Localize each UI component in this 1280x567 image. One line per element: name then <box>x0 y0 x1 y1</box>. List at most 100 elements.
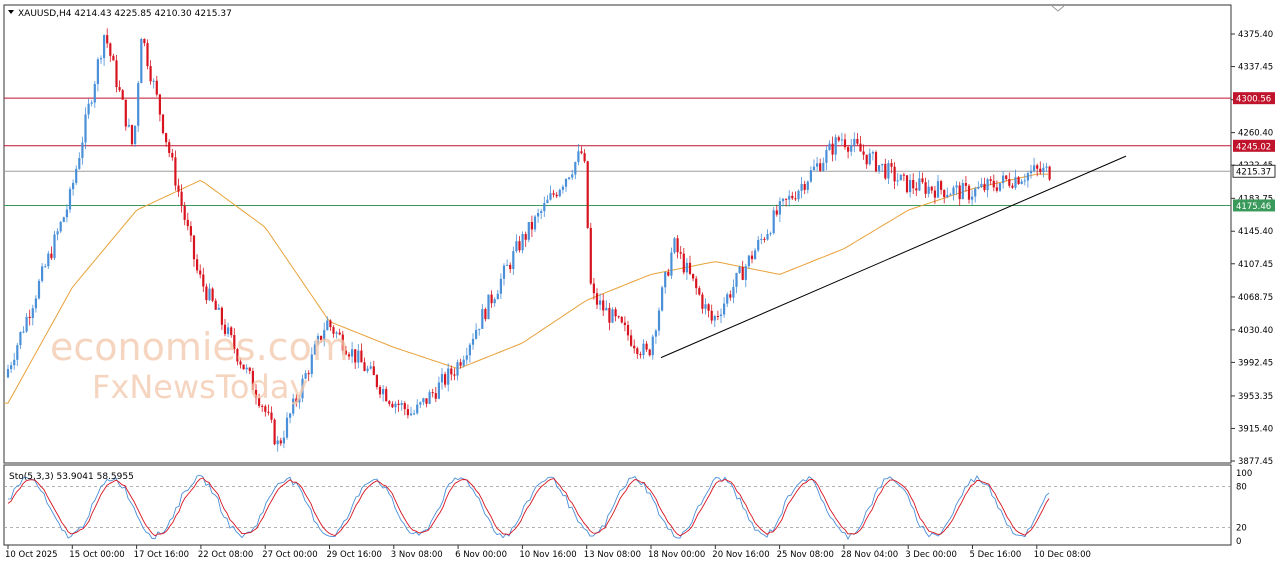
candle-body <box>831 143 834 155</box>
candle-body <box>323 330 326 341</box>
x-tick-label: 18 Nov 00:00 <box>648 550 705 560</box>
candle-body <box>723 303 726 315</box>
candle-body <box>794 198 797 200</box>
candle-body <box>375 375 378 388</box>
candle-body <box>292 398 295 414</box>
candle-body <box>388 401 391 404</box>
candle-body <box>819 163 822 171</box>
level-tag-bg <box>1233 139 1275 152</box>
support-trendline <box>660 155 1127 359</box>
candle-body <box>546 199 549 204</box>
collapse-chevron-icon[interactable] <box>1051 5 1065 12</box>
candle-body <box>1045 166 1048 168</box>
candle-body <box>16 345 19 360</box>
candle-body <box>902 174 905 176</box>
candle-body <box>450 368 453 375</box>
candle-body <box>530 222 533 230</box>
candle-body <box>165 133 168 143</box>
candle-body <box>87 103 90 115</box>
candle-body <box>496 293 499 300</box>
candle-body <box>1017 177 1020 184</box>
candle-body <box>719 314 723 317</box>
candle-body <box>1042 167 1045 173</box>
candle-body <box>118 87 121 91</box>
header-dropdown-icon[interactable] <box>8 10 14 14</box>
candle-body <box>499 278 502 294</box>
candle-body <box>391 403 394 408</box>
candle-body <box>276 440 279 445</box>
candle-body <box>943 189 946 198</box>
candle-body <box>344 350 347 355</box>
candle-body <box>527 222 530 240</box>
candle-body <box>366 368 369 371</box>
candle-body <box>1029 170 1033 174</box>
candle-body <box>620 317 623 323</box>
candle-body <box>155 80 158 95</box>
candle-body <box>220 307 223 325</box>
stochastic-tick: 20 <box>1236 523 1247 533</box>
x-tick-label: 13 Nov 08:00 <box>584 550 641 560</box>
candle-body <box>695 278 698 289</box>
candle-body <box>515 241 518 252</box>
watermark: economies.com FxNewsToday <box>50 325 349 406</box>
candle-body <box>189 226 192 236</box>
level-tag-label: 4300.56 <box>1236 95 1271 105</box>
candle-body <box>890 163 893 167</box>
candle-body <box>843 139 847 148</box>
candle-body <box>341 334 344 351</box>
candle-body <box>809 170 812 182</box>
candle-body <box>385 389 388 402</box>
stochastic-axis: 100 80 20 0 <box>1236 469 1252 547</box>
candle-body <box>149 66 152 82</box>
candle-body <box>549 193 552 200</box>
candle-body <box>602 300 605 311</box>
x-tick-label: 27 Oct 00:00 <box>262 550 317 560</box>
candle-body <box>146 43 149 67</box>
candle-body <box>785 198 788 200</box>
candle-body <box>574 162 577 175</box>
candle-body <box>406 409 409 416</box>
candle-body <box>202 274 205 287</box>
candle-body <box>887 163 890 179</box>
candle-body <box>468 344 471 356</box>
candle-body <box>338 332 341 335</box>
candle-body <box>369 366 372 369</box>
candle-body <box>248 367 251 371</box>
candle-body <box>1039 168 1042 173</box>
candle-body <box>989 179 992 181</box>
candle-body <box>347 354 351 357</box>
x-tick-label: 22 Oct 08:00 <box>198 550 253 560</box>
candle-body <box>524 233 527 240</box>
candle-body <box>605 307 608 311</box>
candle-body <box>1014 177 1017 188</box>
candle-body <box>351 349 354 357</box>
candle-body <box>78 158 81 169</box>
candle-body <box>90 102 93 104</box>
candle-body <box>837 137 840 141</box>
candle-body <box>688 262 692 274</box>
y-tick-label: 3877.45 <box>1238 457 1273 467</box>
candle-body <box>741 266 744 280</box>
candle-body <box>279 440 282 444</box>
y-tick-label: 4030.40 <box>1238 326 1273 336</box>
candle-body <box>518 241 521 251</box>
y-tick-label: 4068.75 <box>1238 293 1273 303</box>
candle-body <box>270 412 273 420</box>
candle-body <box>22 331 25 333</box>
candle-body <box>254 389 258 398</box>
candle-body <box>360 350 363 363</box>
candle-body <box>881 163 884 166</box>
candle-body <box>884 163 887 179</box>
candle-body <box>955 185 958 188</box>
candle-body <box>93 84 96 103</box>
candle-body <box>533 216 537 230</box>
candle-body <box>710 310 713 321</box>
price-axis: 4375.404337.454298.754260.404222.454183.… <box>1231 30 1273 467</box>
candle-body <box>995 187 998 191</box>
candle-body <box>419 402 422 405</box>
candle-body <box>115 60 118 88</box>
level-tag-bg <box>1232 164 1276 178</box>
candle-body <box>648 349 651 356</box>
y-tick-label: 4337.45 <box>1238 63 1273 73</box>
candle-body <box>205 286 208 301</box>
